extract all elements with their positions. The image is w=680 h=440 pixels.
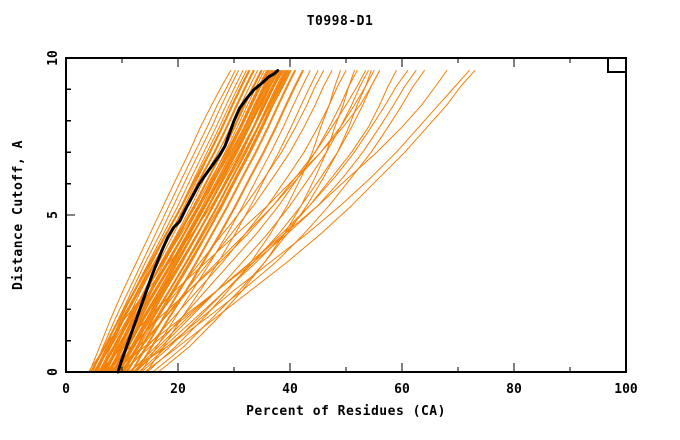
series-line (140, 70, 311, 373)
series-line (103, 70, 267, 373)
corner-notch-artifact (607, 58, 626, 73)
y-axis-title: Distance Cutoff, A (11, 140, 26, 290)
series-line (157, 70, 355, 373)
series-line (104, 70, 367, 373)
series-line (115, 70, 289, 373)
reference-line (116, 69, 280, 374)
series-line (109, 70, 273, 373)
series-line (95, 70, 255, 373)
series-line (99, 70, 381, 373)
series-line (109, 70, 282, 373)
series-line (130, 70, 295, 373)
series-line (94, 70, 239, 373)
x-tick-label: 0 (62, 382, 70, 397)
series-line (91, 70, 251, 373)
series-line (136, 70, 304, 373)
series-line (135, 70, 369, 373)
series-line (90, 70, 250, 373)
y-tick-label: 10 (46, 50, 61, 66)
series-line (97, 70, 271, 373)
series-line (134, 70, 303, 373)
x-tick-label: 40 (282, 382, 298, 397)
series-line (115, 70, 289, 373)
series-line (96, 70, 244, 373)
series-line (122, 70, 287, 373)
y-tick-label: 5 (46, 211, 61, 219)
series-line (143, 70, 476, 373)
series-line (100, 70, 263, 373)
x-tick-label: 100 (614, 382, 638, 397)
x-tick-label: 80 (506, 382, 522, 397)
series-line (121, 70, 285, 373)
series-line (127, 70, 425, 373)
axis-frame (65, 57, 627, 373)
series-line (87, 70, 280, 373)
series-line (92, 70, 236, 373)
series-line (108, 70, 272, 373)
series-line (93, 70, 270, 373)
highlight-series-line (116, 69, 280, 374)
plot-border (65, 57, 627, 373)
chart-title: T0998-D1 (306, 14, 374, 29)
series-line (99, 70, 262, 373)
series-line (125, 70, 290, 373)
series-layer (87, 70, 476, 373)
axis-ticks (66, 58, 571, 372)
series-line (146, 70, 341, 373)
x-tick-label: 60 (394, 382, 410, 397)
series-line (132, 70, 448, 373)
series-line (110, 70, 325, 373)
x-tick-label: 20 (170, 382, 186, 397)
y-tick-label: 0 (46, 368, 61, 376)
axis-tick-labels: 0 20 40 60 80 100 0 5 10 (46, 50, 638, 397)
series-line (152, 70, 372, 373)
series-line (121, 70, 409, 373)
series-line (138, 70, 470, 373)
x-axis-title: Percent of Residues (CA) (246, 404, 446, 419)
series-line (89, 70, 232, 373)
series-line (112, 70, 276, 373)
